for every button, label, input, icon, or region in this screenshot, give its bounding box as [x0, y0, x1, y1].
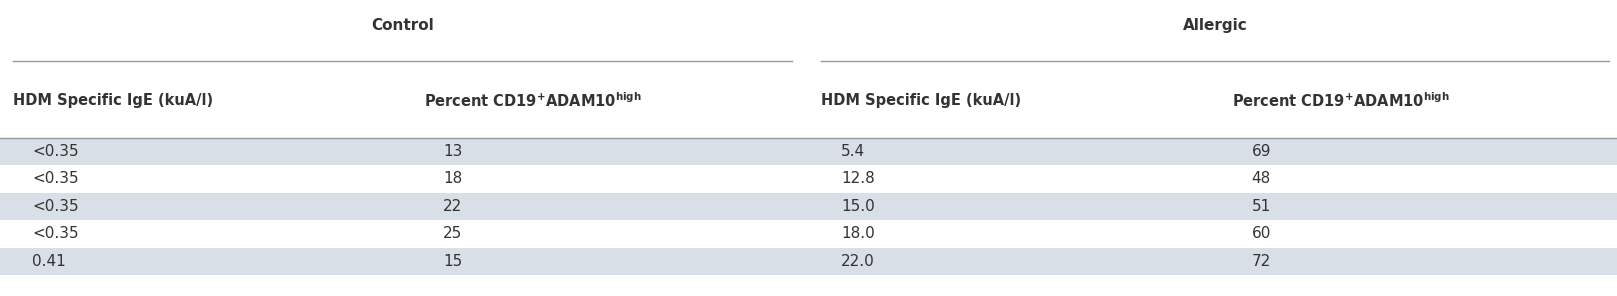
FancyBboxPatch shape	[0, 220, 1617, 248]
Text: 15.0: 15.0	[841, 199, 875, 214]
Text: 51: 51	[1252, 199, 1271, 214]
FancyBboxPatch shape	[0, 193, 1617, 220]
Text: <0.35: <0.35	[32, 171, 79, 186]
Text: 18: 18	[443, 171, 462, 186]
Text: 22: 22	[443, 199, 462, 214]
Text: <0.35: <0.35	[32, 226, 79, 242]
Text: Percent CD19$^{\mathbf{+}}$ADAM10$^{\mathbf{high}}$: Percent CD19$^{\mathbf{+}}$ADAM10$^{\mat…	[424, 91, 642, 110]
Text: 60: 60	[1252, 226, 1271, 242]
Text: Control: Control	[372, 18, 433, 33]
Text: Percent CD19$^{\mathbf{+}}$ADAM10$^{\mathbf{high}}$: Percent CD19$^{\mathbf{+}}$ADAM10$^{\mat…	[1232, 91, 1450, 110]
Text: 0.41: 0.41	[32, 254, 66, 269]
Text: 13: 13	[443, 144, 462, 159]
Text: 25: 25	[443, 226, 462, 242]
FancyBboxPatch shape	[0, 248, 1617, 275]
Text: 72: 72	[1252, 254, 1271, 269]
Text: <0.35: <0.35	[32, 144, 79, 159]
Text: 12.8: 12.8	[841, 171, 875, 186]
Text: Allergic: Allergic	[1182, 18, 1248, 33]
Text: <0.35: <0.35	[32, 199, 79, 214]
Text: 15: 15	[443, 254, 462, 269]
Text: HDM Specific IgE (kuA/l): HDM Specific IgE (kuA/l)	[821, 93, 1022, 108]
Text: 69: 69	[1252, 144, 1271, 159]
Text: 48: 48	[1252, 171, 1271, 186]
FancyBboxPatch shape	[0, 165, 1617, 193]
Text: 18.0: 18.0	[841, 226, 875, 242]
Text: HDM Specific IgE (kuA/l): HDM Specific IgE (kuA/l)	[13, 93, 213, 108]
Text: 22.0: 22.0	[841, 254, 875, 269]
Text: 5.4: 5.4	[841, 144, 865, 159]
FancyBboxPatch shape	[0, 138, 1617, 165]
